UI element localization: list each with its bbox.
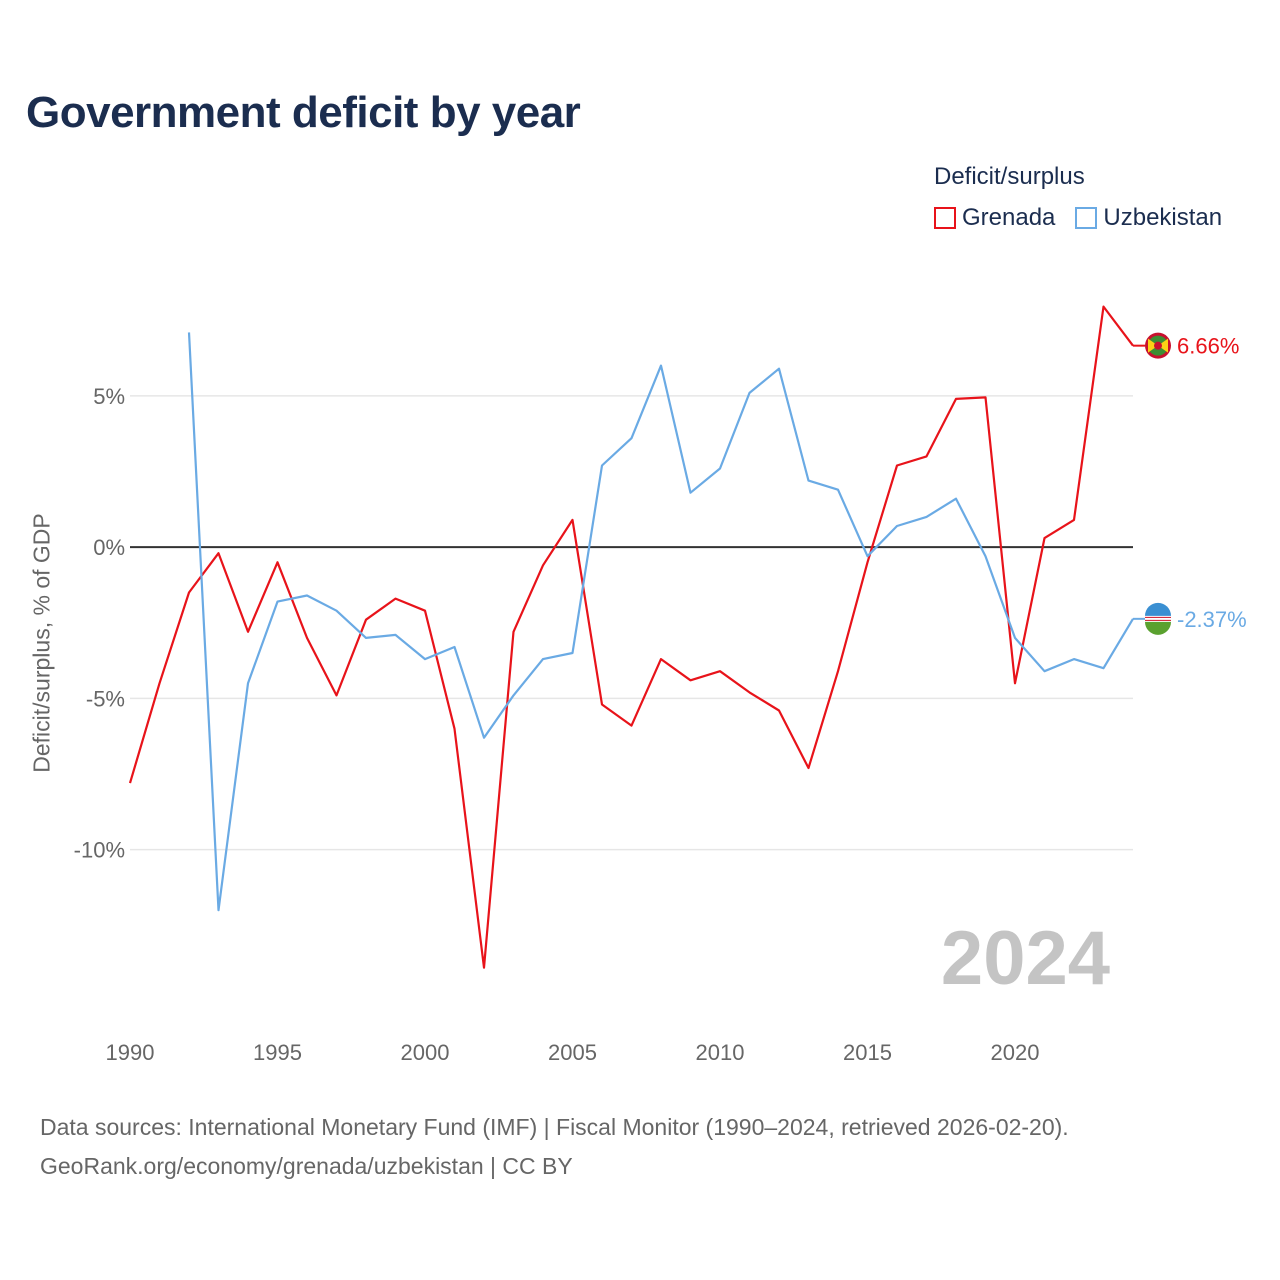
grenada-flag-center	[1154, 341, 1162, 350]
x-tick-label: 2000	[401, 1040, 450, 1065]
y-tick-label: -10%	[74, 838, 125, 863]
uzbekistan-flag-blue	[1145, 602, 1171, 616]
sources-line-2[interactable]: GeoRank.org/economy/grenada/uzbekistan |…	[40, 1153, 573, 1179]
x-tick-label: 2005	[548, 1040, 597, 1065]
legend-item-uzbekistan[interactable]: Uzbekistan	[1075, 204, 1222, 232]
sources-line-1: Data sources: International Monetary Fun…	[40, 1114, 1069, 1140]
legend: Grenada Uzbekistan	[934, 204, 1242, 232]
legend-swatch-grenada	[934, 207, 956, 229]
x-tick-label: 2015	[843, 1040, 892, 1065]
year-watermark: 2024	[941, 916, 1110, 1001]
data-sources: Data sources: International Monetary Fun…	[40, 1108, 1069, 1186]
series-line-uzbekistan	[187, 332, 1134, 912]
x-tick-label: 1995	[253, 1040, 302, 1065]
legend-label-grenada: Grenada	[962, 204, 1056, 231]
legend-title: Deficit/surplus	[934, 163, 1085, 190]
legend-item-grenada[interactable]: Grenada	[934, 204, 1055, 232]
y-tick-label: -5%	[86, 686, 125, 711]
legend-swatch-uzbekistan	[1075, 207, 1098, 229]
end-value-label-uzbekistan: -2.37%	[1177, 607, 1247, 632]
series-line-grenada	[128, 305, 1134, 969]
uzbekistan-flag-green	[1145, 621, 1171, 635]
x-tick-label: 2010	[696, 1040, 745, 1065]
x-tick-label: 2020	[991, 1040, 1040, 1065]
y-tick-label: 0%	[93, 535, 125, 560]
chart-title: Government deficit by year	[26, 88, 581, 137]
x-tick-label: 1990	[106, 1040, 155, 1065]
y-tick-label: 5%	[93, 384, 125, 409]
legend-label-uzbekistan: Uzbekistan	[1103, 204, 1223, 231]
end-value-label-grenada: 6.66%	[1177, 334, 1239, 359]
